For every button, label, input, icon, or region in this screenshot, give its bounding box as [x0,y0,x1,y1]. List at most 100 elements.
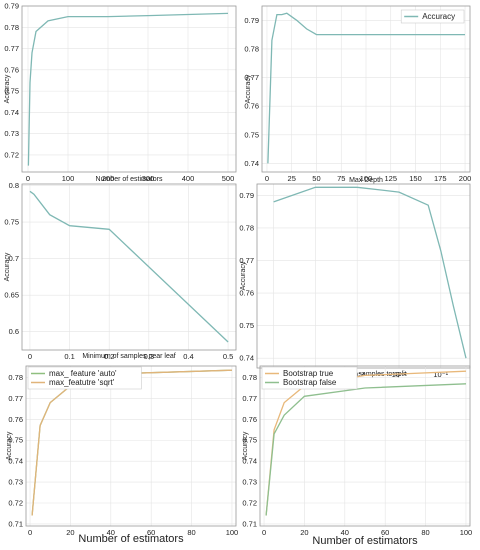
x-tick-label: 0.5 [223,352,233,361]
x-axis-title: Minimum of samples to split [320,371,406,378]
y-tick-label: 0.75 [244,130,259,139]
legend-label: max_featutre 'sqrt' [49,378,115,387]
legend-label: max_ feature 'auto' [49,369,117,378]
y-tick-label: 0.76 [244,102,259,111]
x-tick-label: 25 [288,174,296,183]
y-axis-title: Accuracy [4,74,11,103]
x-tick-label: 100 [460,528,473,537]
x-tick-label: 10⁻³ [350,370,365,379]
y-tick-label: 0.78 [242,373,257,382]
legend: Accuracy [400,9,465,24]
x-tick-label: 500 [222,174,235,183]
series-line-1 [265,370,467,516]
plot-frame [21,183,237,351]
y-axis-title: Accuracy [245,74,252,103]
y-axis-title: Accuracy [4,252,11,281]
x-tick-label: 0 [265,174,269,183]
x-tick-label: 20 [300,528,308,537]
y-tick-label: 0.77 [242,394,257,403]
series-line-1 [273,186,467,359]
x-tick-label: 0 [28,352,32,361]
y-tick-label: 0.73 [4,129,19,138]
y-tick-label: 0.79 [244,16,259,25]
y-tick-label: 0.78 [8,373,23,382]
legend: max_ feature 'auto'max_featutre 'sqrt' [27,366,142,390]
plot-frame [261,5,471,173]
x-tick-label: 175 [434,174,447,183]
y-tick-label: 0.77 [239,256,254,265]
y-tick-label: 0.76 [239,289,254,298]
x-tick-label: 200 [459,174,472,183]
x-tick-label: 0.1 [64,352,74,361]
x-axis-title: Number of estimators [312,535,418,547]
legend-box [261,366,358,390]
y-tick-label: 0.74 [8,457,23,466]
legend-label: Accuracy [422,12,455,21]
y-tick-label: 0.78 [244,44,259,53]
y-tick-label: 0.75 [242,436,257,445]
x-tick-label: 0.2 [104,352,114,361]
series-line-1 [267,12,465,164]
chart-panel-6: 0 20 40 60 80 100 0.71 0.72 0.73 0.74 0.75 0.76 0.77… [242,365,473,547]
y-tick-label: 0.77 [4,44,19,53]
x-tick-label: 75 [337,174,345,183]
x-tick-label: 0.3 [144,352,154,361]
x-axis-title: Max Depth [349,177,383,184]
y-tick-label: 0.76 [4,65,19,74]
y-tick-label: 0.74 [239,354,254,363]
x-tick-label: 0 [262,528,266,537]
y-tick-label: 0.72 [242,498,257,507]
legend-box [27,366,142,390]
x-tick-label: 40 [107,528,115,537]
series-line-1 [29,190,229,343]
chart-panel-4: 10⁻⁵10⁻⁴10⁻³10⁻²10⁻¹0.740.750.760.770.78… [239,183,471,379]
y-tick-label: 0.71 [242,519,257,528]
x-tick-label: 0 [26,174,30,183]
y-tick-label: 0.75 [239,321,254,330]
y-tick-label: 0.77 [244,73,259,82]
x-tick-label: 80 [421,528,429,537]
x-tick-label: 300 [142,174,155,183]
y-tick-label: 0.8 [9,181,19,190]
y-tick-label: 0.75 [4,218,19,227]
plot-frame [256,183,471,369]
y-tick-label: 0.74 [4,108,19,117]
legend-label: Bootstrap false [283,378,337,387]
y-tick-label: 0.73 [242,478,257,487]
y-tick-label: 0.76 [8,415,23,424]
x-axis-title: Number of estimators [96,176,163,183]
y-tick-label: 0.74 [242,457,257,466]
y-tick-label: 0.79 [4,2,19,11]
x-tick-label: 100 [360,174,373,183]
chart-panel-3: 0 0.1 0.2 0.3 0.4 0.5 0.6 0.65 0.7 0.75 0.8 Minimum… [4,181,237,361]
y-tick-label: 0.73 [8,478,23,487]
x-tick-label: 200 [102,174,115,183]
y-tick-label: 0.78 [4,23,19,32]
series-line-1 [27,12,229,166]
x-tick-label: 100 [226,528,239,537]
y-tick-label: 0.72 [8,498,23,507]
plot-frame [21,5,237,173]
y-tick-label: 0.72 [4,150,19,159]
legend-box [400,9,465,24]
series-line-2 [31,369,233,516]
chart-panel-5: 0 20 40 60 80 100 0.71 0.72 0.73 0.74 0.75 0.76 0.77… [6,365,239,545]
y-tick-label: 0.71 [8,519,23,528]
x-tick-label: 80 [187,528,195,537]
x-tick-label: 50 [312,174,320,183]
x-tick-label: 60 [147,528,155,537]
y-tick-label: 0.65 [4,291,19,300]
x-tick-label: 150 [409,174,422,183]
legend-label: Bootstrap true [283,369,334,378]
y-axis-title: Accuracy [242,431,249,460]
x-tick-label: 40 [341,528,349,537]
chart-panel-2: 0 25 50 75 100 125 150 175 200 0.74 0.75 0.76 0.77 0.… [244,5,472,184]
x-tick-label: 10⁻¹ [433,370,448,379]
plot-frame [259,365,471,527]
x-tick-label: 20 [66,528,74,537]
x-tick-label: 125 [385,174,398,183]
y-tick-label: 0.79 [239,191,254,200]
x-tick-label: 0 [28,528,32,537]
y-axis-title: Accuracy [240,261,247,290]
